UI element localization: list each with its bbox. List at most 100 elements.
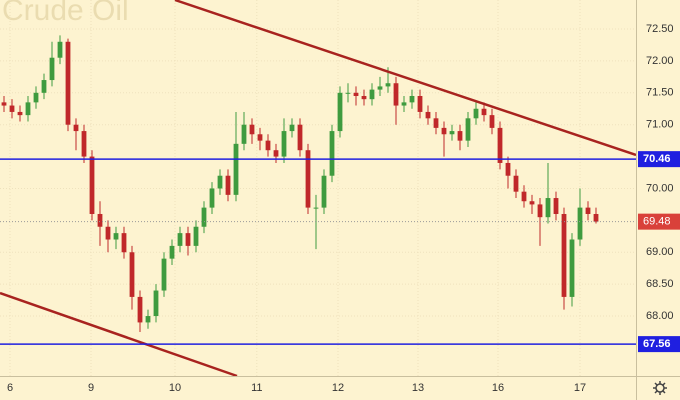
candle-body [401, 102, 407, 106]
settings-icon[interactable] [653, 381, 667, 395]
x-tick-label: 17 [574, 382, 586, 394]
candle-body [17, 111, 23, 116]
candle-body [545, 198, 551, 218]
candle-body [105, 226, 111, 240]
candle-body [1, 102, 7, 106]
y-tick-label: 70.00 [646, 182, 674, 194]
candle-body [209, 188, 215, 208]
candle-body [65, 41, 71, 125]
candle-body [377, 86, 383, 90]
candle-body [393, 83, 399, 106]
x-tick-label: 6 [7, 382, 13, 394]
candle-body [593, 213, 599, 222]
candle-body [481, 108, 487, 116]
candle-body [201, 207, 207, 227]
candle-body [249, 124, 255, 135]
candle-body [193, 226, 199, 246]
candle-body [185, 233, 191, 246]
watermark: Crude Oil [2, 0, 129, 27]
y-tick-label: 68.50 [646, 278, 674, 290]
candle-body [225, 175, 231, 195]
candle-body [281, 131, 287, 157]
candle-body [537, 204, 543, 218]
candle-body [385, 83, 391, 87]
trendline [174, 0, 637, 157]
candle-body [217, 175, 223, 189]
y-tick-label: 72.00 [646, 55, 674, 67]
candle-body [137, 296, 143, 323]
candle-body [353, 92, 359, 96]
candle-body [9, 105, 15, 112]
candle-body [505, 162, 511, 176]
candle-body [441, 127, 447, 135]
x-tick-label: 10 [169, 382, 181, 394]
level-label: 70.46 [643, 153, 671, 165]
candle-body [257, 134, 263, 141]
candle-body [57, 41, 63, 58]
candle-body [521, 191, 527, 202]
y-tick-label: 71.50 [646, 87, 674, 99]
candle-body [177, 233, 183, 246]
candle-body [145, 316, 151, 323]
candle-body [569, 239, 575, 297]
x-tick-label: 9 [88, 382, 94, 394]
candle-body [425, 111, 431, 119]
candle-body [345, 92, 351, 94]
x-tick-label: 16 [492, 382, 504, 394]
y-tick-label: 71.00 [646, 119, 674, 131]
candle-body [241, 124, 247, 144]
candle-body [497, 127, 503, 163]
candle-body [25, 102, 31, 116]
candle-body [585, 207, 591, 214]
level-label-box [638, 151, 680, 168]
candle-body [129, 252, 135, 297]
candle-body [153, 290, 159, 317]
level-label: 67.56 [643, 338, 671, 350]
candle-body [513, 175, 519, 192]
y-tick-label: 69.00 [646, 246, 674, 258]
candle-body [169, 245, 175, 259]
last-price-box [638, 213, 680, 230]
candle-body [121, 233, 127, 253]
candle-body [265, 140, 271, 151]
candle-body [81, 131, 87, 157]
candle-body [465, 118, 471, 141]
candle-body [329, 131, 335, 176]
x-tick-label: 11 [251, 382, 262, 394]
candle-body [233, 143, 239, 195]
candle-body [273, 150, 279, 157]
candle-body [297, 124, 303, 151]
x-tick-label: 13 [412, 382, 424, 394]
candle-body [321, 175, 327, 208]
last-price-label: 69.48 [643, 216, 671, 228]
candle-body [449, 131, 455, 135]
candle-body [97, 213, 103, 227]
candle-body [457, 131, 463, 141]
candle-body [73, 124, 79, 132]
candle-body [489, 115, 495, 128]
plot [0, 0, 637, 378]
level-label-box [638, 336, 680, 353]
candle-body [409, 95, 415, 103]
candle-body [473, 108, 479, 119]
candle-body [337, 92, 343, 132]
candle-body [529, 201, 535, 205]
candle-body [361, 95, 367, 100]
candle-body [113, 233, 119, 240]
candle-body [553, 198, 559, 214]
x-tick-label: 12 [332, 382, 344, 394]
candle-body [33, 92, 39, 103]
trendline [0, 291, 238, 378]
candle-body [561, 213, 567, 297]
candle-body [433, 118, 439, 128]
candle-body [305, 150, 311, 208]
candle-body [49, 57, 55, 81]
candle-body [89, 156, 95, 214]
candle-body [577, 207, 583, 240]
candle-body [289, 124, 295, 132]
y-tick-label: 72.50 [646, 23, 674, 35]
candle-body [313, 207, 319, 209]
candle-body [417, 95, 423, 112]
